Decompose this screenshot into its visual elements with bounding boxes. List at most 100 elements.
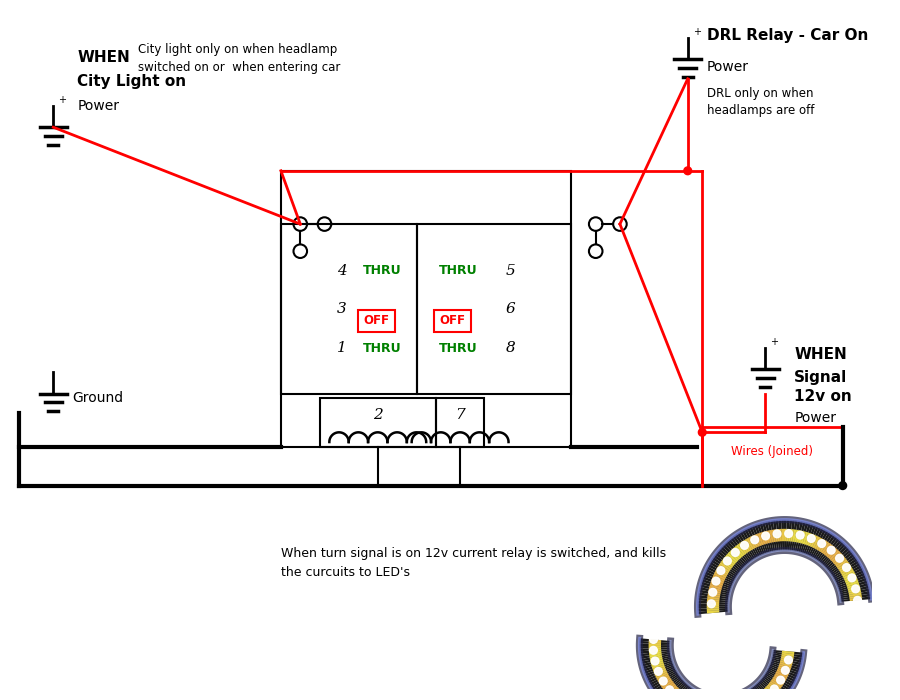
Polygon shape	[774, 675, 786, 682]
Polygon shape	[828, 548, 838, 559]
Polygon shape	[649, 641, 662, 644]
Bar	[281, 224, 417, 393]
Polygon shape	[678, 694, 687, 700]
Polygon shape	[818, 540, 826, 552]
Polygon shape	[681, 690, 698, 700]
Polygon shape	[713, 554, 740, 575]
Polygon shape	[746, 538, 754, 550]
Polygon shape	[823, 544, 832, 555]
Polygon shape	[812, 530, 829, 559]
Polygon shape	[822, 542, 831, 554]
Circle shape	[796, 531, 804, 539]
Polygon shape	[752, 696, 760, 700]
Circle shape	[751, 536, 759, 544]
Polygon shape	[758, 680, 782, 700]
Circle shape	[732, 549, 739, 557]
Text: City light only on when headlamp: City light only on when headlamp	[138, 43, 337, 56]
Polygon shape	[751, 687, 770, 700]
Circle shape	[839, 482, 847, 489]
Polygon shape	[710, 559, 738, 578]
Polygon shape	[708, 589, 721, 594]
Polygon shape	[751, 698, 759, 700]
Polygon shape	[706, 601, 719, 604]
Polygon shape	[719, 562, 731, 571]
Polygon shape	[652, 663, 664, 668]
Polygon shape	[718, 696, 721, 700]
Polygon shape	[708, 696, 715, 700]
Polygon shape	[744, 539, 752, 551]
Polygon shape	[839, 583, 869, 593]
Polygon shape	[744, 528, 760, 557]
Polygon shape	[650, 671, 678, 688]
Polygon shape	[728, 696, 734, 700]
Polygon shape	[770, 681, 781, 690]
Polygon shape	[749, 537, 756, 549]
Polygon shape	[778, 519, 782, 551]
Polygon shape	[735, 694, 747, 700]
Polygon shape	[771, 657, 802, 666]
Polygon shape	[656, 676, 681, 696]
Polygon shape	[720, 546, 744, 569]
Polygon shape	[742, 692, 756, 700]
Polygon shape	[820, 541, 828, 552]
Polygon shape	[776, 671, 788, 678]
Text: THRU: THRU	[439, 264, 477, 277]
Polygon shape	[746, 527, 761, 556]
Polygon shape	[718, 564, 730, 573]
Polygon shape	[658, 676, 670, 683]
Polygon shape	[770, 661, 800, 673]
Circle shape	[660, 677, 667, 685]
Text: headlamps are off: headlamps are off	[707, 104, 814, 117]
Polygon shape	[770, 530, 774, 542]
Polygon shape	[707, 592, 720, 596]
Polygon shape	[724, 696, 729, 700]
Polygon shape	[754, 684, 776, 700]
Polygon shape	[836, 559, 848, 568]
Polygon shape	[641, 656, 671, 664]
Polygon shape	[642, 657, 672, 666]
Polygon shape	[827, 549, 851, 571]
Circle shape	[652, 657, 659, 665]
Polygon shape	[754, 696, 762, 700]
Polygon shape	[772, 678, 783, 687]
Bar	[417, 224, 572, 393]
Polygon shape	[693, 694, 706, 700]
Polygon shape	[839, 563, 850, 572]
Polygon shape	[766, 685, 777, 695]
Polygon shape	[666, 685, 677, 694]
Polygon shape	[802, 524, 814, 554]
Polygon shape	[677, 688, 695, 700]
Polygon shape	[846, 578, 858, 584]
Polygon shape	[700, 582, 731, 592]
Polygon shape	[765, 522, 773, 552]
Polygon shape	[798, 522, 808, 553]
Polygon shape	[850, 595, 862, 599]
Polygon shape	[770, 680, 782, 688]
Polygon shape	[805, 533, 811, 545]
Polygon shape	[830, 550, 840, 561]
Polygon shape	[683, 691, 699, 700]
Polygon shape	[711, 696, 716, 700]
Polygon shape	[846, 580, 859, 587]
Circle shape	[854, 596, 861, 604]
Polygon shape	[740, 542, 749, 553]
Polygon shape	[686, 698, 693, 700]
Polygon shape	[825, 547, 850, 570]
Polygon shape	[749, 526, 763, 555]
Polygon shape	[782, 651, 795, 654]
Polygon shape	[840, 594, 871, 600]
Circle shape	[709, 589, 716, 596]
Polygon shape	[706, 598, 719, 602]
Polygon shape	[724, 542, 747, 566]
Polygon shape	[736, 545, 745, 556]
Polygon shape	[778, 664, 791, 670]
Polygon shape	[737, 532, 755, 560]
Polygon shape	[731, 696, 739, 700]
Polygon shape	[710, 582, 723, 588]
Text: WHEN: WHEN	[77, 50, 130, 65]
Polygon shape	[773, 520, 778, 551]
Polygon shape	[787, 528, 789, 541]
Polygon shape	[752, 525, 765, 554]
Polygon shape	[748, 689, 766, 700]
Circle shape	[848, 574, 856, 582]
